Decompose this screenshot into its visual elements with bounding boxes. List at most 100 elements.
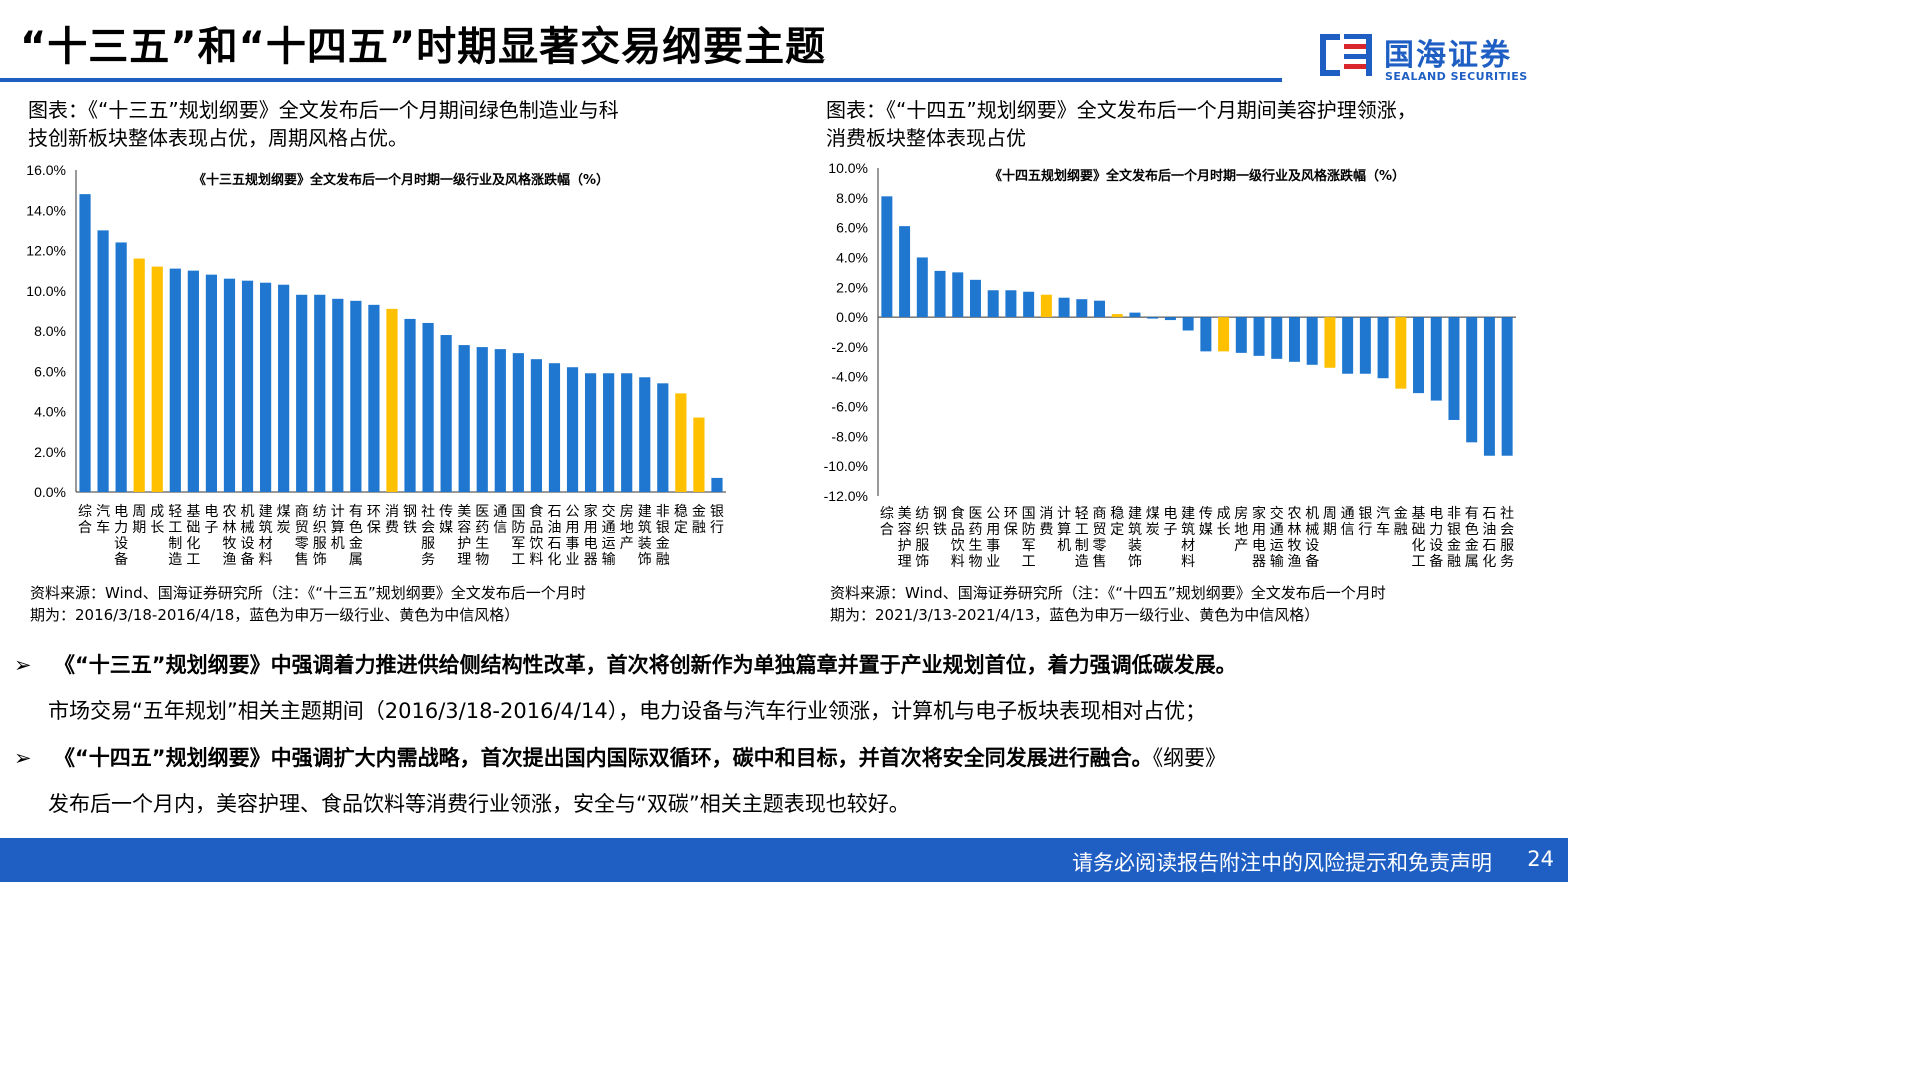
x-tick-label: 建筑材料: [1181, 506, 1195, 570]
bar: [1235, 317, 1247, 353]
bar: [350, 300, 362, 492]
bar: [548, 363, 561, 492]
left-chart-caption: 图表：《“十三五”规划纲要》全文发布后一个月期间绿色制造业与科 技创新板块整体表…: [28, 96, 619, 152]
left-caption-line-2: 技创新板块整体表现占优，周期风格占优。: [28, 126, 408, 150]
bar: [1306, 317, 1318, 365]
page-number: 24: [1527, 847, 1554, 871]
y-tick-label: -2.0%: [831, 339, 868, 355]
bar: [675, 393, 687, 492]
x-tick-label: 国防军工: [511, 504, 525, 568]
y-tick-label: 10.0%: [26, 283, 66, 299]
y-tick-label: 4.0%: [34, 404, 66, 420]
x-tick-label: 社会服务: [1500, 506, 1514, 570]
bar: [1040, 294, 1052, 318]
x-tick-label: 环保: [367, 504, 381, 536]
x-tick-label: 银行: [1358, 506, 1372, 538]
bar: [639, 377, 651, 492]
right-bar-chart: 《十四五规划纲要》全文发布后一个月时期一级行业及风格涨跌幅（%） -12.0% -1…: [824, 160, 1516, 570]
bar: [584, 373, 597, 492]
bar: [969, 279, 981, 318]
bar: [1076, 299, 1088, 318]
x-tick-label: 非银金融: [1447, 506, 1461, 570]
logo-english-name: SEALAND SECURITIES: [1385, 70, 1528, 83]
bar: [621, 373, 633, 492]
x-tick-label: 钢铁: [403, 504, 417, 536]
x-tick-label: 石油石化: [547, 504, 561, 568]
y-tick-label: 4.0%: [836, 249, 868, 265]
bar: [223, 278, 236, 492]
bar: [278, 284, 290, 492]
page-title: “十三五”和“十四五”时期显著交易纲要主题: [20, 24, 827, 70]
x-tick-label: 传媒: [439, 504, 453, 536]
bar: [458, 345, 470, 492]
bar: [987, 290, 999, 318]
bar: [1218, 317, 1230, 352]
bar: [97, 230, 109, 492]
bar: [1200, 317, 1212, 352]
x-tick-label: 医药生物: [968, 506, 982, 570]
x-tick-label: 计算机: [331, 504, 345, 552]
right-chart-caption: 图表：《“十四五”规划纲要》全文发布后一个月期间美容护理领涨， 消费板块整体表现…: [826, 96, 1417, 152]
left-bar-chart: 《十三五规划纲要》全文发布后一个月时期一级行业及风格涨跌幅（%） 0.0% 2.0%…: [26, 162, 726, 568]
x-tick-label: 消费: [1039, 506, 1053, 538]
bar: [916, 257, 928, 318]
y-tick-label: 0.0%: [836, 309, 868, 325]
x-tick-label: 轻工制造: [1075, 506, 1089, 570]
y-tick-label: 6.0%: [836, 220, 868, 236]
x-tick-label: 纺织服饰: [915, 506, 929, 570]
bar: [115, 242, 127, 492]
y-tick-label: 12.0%: [26, 243, 66, 259]
x-tick-label: 电子: [1163, 506, 1177, 538]
chart-title: 《十三五规划纲要》全文发布后一个月时期一级行业及风格涨跌幅（%）: [193, 172, 609, 188]
bar: [566, 367, 579, 492]
x-tick-label: 电力设备: [1429, 506, 1443, 570]
x-tick-label: 煤炭: [1146, 506, 1160, 538]
bar: [711, 477, 723, 492]
x-tick-label: 成长: [1217, 506, 1231, 538]
bar: [1395, 317, 1407, 389]
bar: [404, 318, 416, 492]
x-tick-label: 机械设备: [241, 504, 255, 568]
bar: [440, 335, 452, 492]
bullet-1-detail: 市场交易“五年规划”相关主题期间（2016/3/18-2016/4/14），电力…: [48, 699, 1207, 723]
x-tick-label: 石油石化: [1482, 506, 1496, 570]
bar: [881, 196, 893, 318]
bullet-2: ➢ 《“十四五”规划纲要》中强调扩大内需战略，首次提出国内国际双循环，碳中和目标…: [14, 743, 1554, 819]
bar: [368, 304, 380, 492]
x-tick-label: 消费: [385, 504, 399, 536]
x-tick-label: 汽车: [96, 504, 110, 536]
bar: [1111, 314, 1123, 318]
x-tick-label: 银行: [710, 504, 724, 536]
y-tick-label: 0.0%: [34, 484, 66, 500]
x-tick-label: 稳定: [1110, 506, 1124, 538]
x-tick-label: 纺织服饰: [313, 504, 327, 568]
left-source-line-1: 资料来源：Wind、国海证券研究所（注：《“十三五”规划纲要》全文发布后一个月时: [30, 584, 586, 602]
x-tick-label: 房地产: [1234, 506, 1248, 554]
x-tick-label: 基础化工: [1412, 505, 1426, 570]
x-tick-label: 通信: [493, 504, 507, 536]
x-tick-label: 综合: [78, 504, 92, 536]
footer-disclaimer: 请务必阅读报告附注中的风险提示和免责声明: [1072, 851, 1492, 875]
bar: [151, 266, 163, 492]
bar: [1005, 290, 1017, 318]
footer-bar: 请务必阅读报告附注中的风险提示和免责声明 24: [0, 838, 1568, 882]
y-tick-label: 8.0%: [836, 190, 868, 206]
y-tick-label: 6.0%: [34, 363, 66, 379]
bar: [899, 226, 911, 318]
bar: [1164, 317, 1176, 321]
x-tick-label: 房地产: [620, 504, 634, 552]
bar: [187, 270, 199, 492]
arrow-bullet-icon: ➢: [14, 746, 32, 770]
bar: [1147, 317, 1159, 319]
bar: [494, 349, 506, 492]
bar: [422, 322, 434, 492]
left-source-line-2: 期为：2016/3/18-2016/4/18，蓝色为申万一级行业、黄色为中信风格…: [30, 606, 520, 624]
right-source-line-1: 资料来源：Wind、国海证券研究所（注：《“十四五”规划纲要》全文发布后一个月时: [830, 584, 1386, 602]
y-tick-label: 8.0%: [34, 323, 66, 339]
x-tick-label: 非银金融: [656, 504, 670, 568]
bullet-1-headline: 《“十三五”规划纲要》中强调着力推进供给侧结构性改革，首次将创新作为单独篇章并置…: [54, 653, 1237, 677]
right-caption-line-1: 图表：《“十四五”规划纲要》全文发布后一个月期间美容护理领涨，: [826, 98, 1417, 122]
y-tick-label: 14.0%: [26, 202, 66, 218]
x-tick-label: 国防军工: [1022, 506, 1036, 570]
x-tick-label: 通信: [1341, 506, 1355, 538]
